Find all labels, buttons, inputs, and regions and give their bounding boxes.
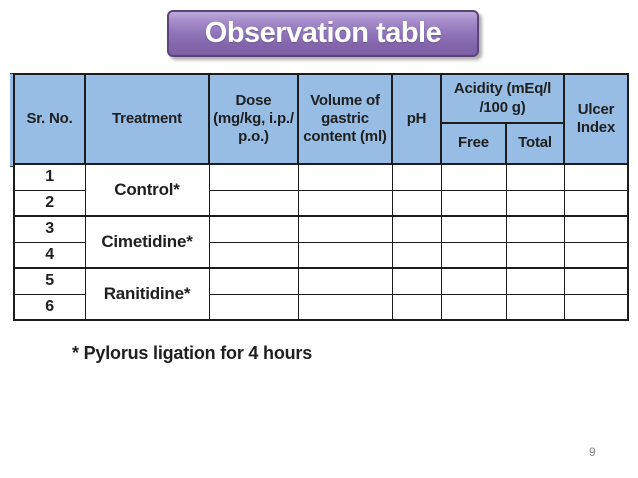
acidity-total-cell — [505, 163, 565, 191]
sr-no-cell: 1 — [13, 163, 86, 191]
sr-no-cell: 5 — [13, 267, 86, 295]
treatment-cell: Control* — [84, 163, 210, 217]
ph-cell — [391, 241, 442, 269]
header-ulcer-index: Ulcer Index — [563, 73, 629, 165]
acidity-total-cell — [505, 215, 565, 243]
header-volume: Volume of gastric content (ml) — [297, 73, 393, 165]
dose-cell — [208, 215, 299, 243]
treatment-cell: Ranitidine* — [84, 267, 210, 321]
volume-cell — [297, 163, 393, 191]
page-number: 9 — [589, 445, 596, 459]
table-row: 1 Control* — [13, 163, 629, 217]
sr-no-cell: 6 — [13, 293, 86, 321]
ulcer-index-cell — [563, 293, 629, 321]
ulcer-index-cell — [563, 163, 629, 191]
header-ph: pH — [391, 73, 442, 165]
acidity-free-cell — [440, 215, 507, 243]
header-treatment: Treatment — [84, 73, 210, 165]
table-row: 6 — [13, 293, 629, 321]
table-edge-sliver — [10, 73, 13, 167]
volume-cell — [297, 293, 393, 321]
header-acidity: Acidity (mEq/l /100 g) — [440, 73, 565, 124]
ulcer-index-cell — [563, 241, 629, 269]
ulcer-index-cell — [563, 189, 629, 217]
acidity-total-cell — [505, 267, 565, 295]
header-sr-no: Sr. No. — [13, 73, 86, 165]
header-row-2: Free Total — [14, 122, 628, 165]
volume-cell — [297, 215, 393, 243]
table-row: 3 Cimetidine* — [13, 215, 629, 269]
footnote: * Pylorus ligation for 4 hours — [72, 343, 313, 363]
acidity-total-cell — [505, 241, 565, 269]
acidity-total-cell — [505, 293, 565, 321]
volume-cell — [297, 189, 393, 217]
header-dose: Dose (mg/kg, i.p./ p.o.) — [208, 73, 299, 165]
sr-no-cell: 4 — [13, 241, 86, 269]
ulcer-index-cell — [563, 267, 629, 295]
acidity-free-cell — [440, 293, 507, 321]
acidity-free-cell — [440, 267, 507, 295]
ph-cell — [391, 163, 442, 191]
dose-cell — [208, 293, 299, 321]
ulcer-index-cell — [563, 215, 629, 243]
slide-title-plaque: Observation table — [167, 10, 479, 57]
ph-cell — [391, 293, 442, 321]
table-row: 5 Ranitidine* — [13, 267, 629, 321]
dose-cell — [208, 267, 299, 295]
sr-no-cell: 3 — [13, 215, 86, 243]
dose-cell — [208, 189, 299, 217]
slide-title: Observation table — [204, 17, 442, 49]
header-row-1: Sr. No. Treatment Dose (mg/kg, i.p./ p.o… — [13, 73, 629, 165]
treatment-cell: Cimetidine* — [84, 215, 210, 269]
sr-no-cell: 2 — [13, 189, 86, 217]
ph-cell — [391, 189, 442, 217]
ph-cell — [391, 267, 442, 295]
ph-cell — [391, 215, 442, 243]
dose-cell — [208, 241, 299, 269]
acidity-total-cell — [505, 189, 565, 217]
volume-cell — [297, 241, 393, 269]
acidity-free-cell — [440, 189, 507, 217]
observation-table: Sr. No. Treatment Dose (mg/kg, i.p./ p.o… — [13, 73, 629, 321]
dose-cell — [208, 163, 299, 191]
acidity-free-cell — [440, 241, 507, 269]
table-row: 2 — [13, 189, 629, 217]
header-acidity-free: Free — [440, 122, 507, 165]
acidity-free-cell — [440, 163, 507, 191]
volume-cell — [297, 267, 393, 295]
header-acidity-total: Total — [505, 122, 565, 165]
